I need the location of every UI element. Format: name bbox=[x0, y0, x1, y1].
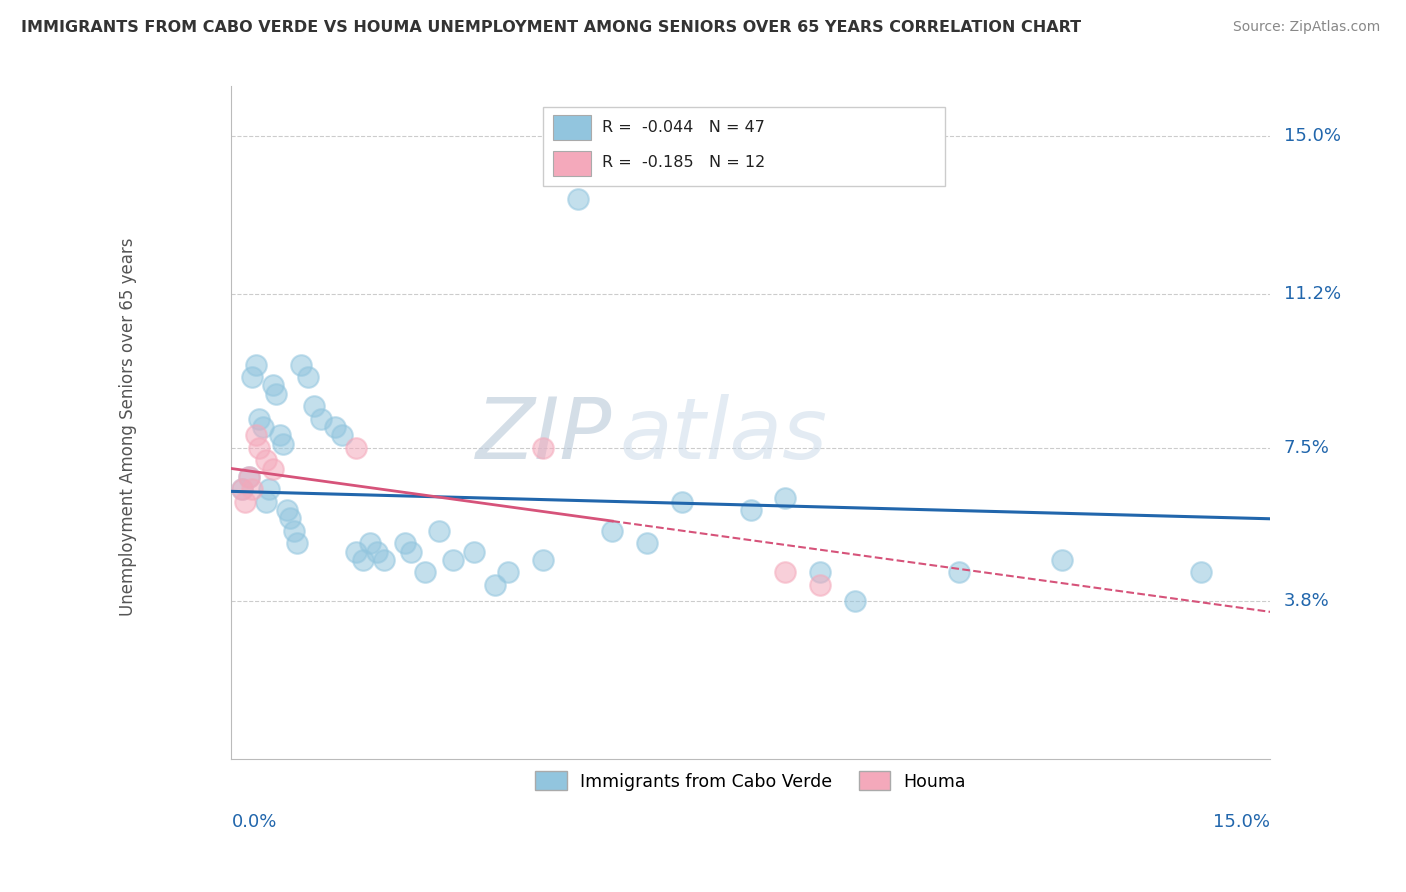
Point bbox=[413, 566, 436, 580]
Point bbox=[259, 483, 281, 497]
Text: 11.2%: 11.2% bbox=[1284, 285, 1341, 303]
Point bbox=[636, 536, 658, 550]
Point bbox=[775, 491, 797, 505]
Point bbox=[254, 453, 277, 467]
Point bbox=[290, 358, 312, 372]
Point bbox=[484, 578, 506, 592]
Point bbox=[844, 594, 866, 608]
Point bbox=[1189, 566, 1212, 580]
Text: R =  -0.185   N = 12: R = -0.185 N = 12 bbox=[602, 155, 765, 169]
Legend: Immigrants from Cabo Verde, Houma: Immigrants from Cabo Verde, Houma bbox=[529, 764, 973, 797]
Point bbox=[285, 536, 308, 550]
Point bbox=[240, 370, 263, 384]
Point bbox=[297, 370, 319, 384]
Point bbox=[273, 436, 295, 450]
FancyBboxPatch shape bbox=[543, 107, 945, 186]
Text: 0.0%: 0.0% bbox=[232, 814, 277, 831]
Point bbox=[359, 536, 381, 550]
Point bbox=[808, 566, 831, 580]
Point bbox=[254, 494, 277, 508]
Point bbox=[233, 494, 256, 508]
Point bbox=[247, 441, 270, 455]
Text: Source: ZipAtlas.com: Source: ZipAtlas.com bbox=[1233, 20, 1381, 34]
Point bbox=[366, 544, 388, 558]
Point bbox=[245, 428, 267, 442]
Point bbox=[740, 503, 762, 517]
Text: Unemployment Among Seniors over 65 years: Unemployment Among Seniors over 65 years bbox=[118, 238, 136, 616]
Point bbox=[401, 544, 423, 558]
Text: 3.8%: 3.8% bbox=[1284, 592, 1330, 610]
Point bbox=[240, 483, 263, 497]
Point bbox=[498, 566, 520, 580]
Text: ZIP: ZIP bbox=[477, 393, 612, 477]
Point bbox=[262, 378, 284, 392]
Point bbox=[278, 511, 301, 525]
Point bbox=[394, 536, 416, 550]
Point bbox=[808, 578, 831, 592]
Point bbox=[352, 553, 374, 567]
Point bbox=[283, 524, 305, 538]
Point bbox=[231, 483, 253, 497]
Point bbox=[427, 524, 450, 538]
Point bbox=[373, 553, 395, 567]
Text: atlas: atlas bbox=[619, 393, 827, 477]
Text: R =  -0.044   N = 47: R = -0.044 N = 47 bbox=[602, 120, 765, 135]
Text: IMMIGRANTS FROM CABO VERDE VS HOUMA UNEMPLOYMENT AMONG SENIORS OVER 65 YEARS COR: IMMIGRANTS FROM CABO VERDE VS HOUMA UNEM… bbox=[21, 20, 1081, 35]
Point bbox=[276, 503, 298, 517]
Point bbox=[330, 428, 353, 442]
Point bbox=[671, 494, 693, 508]
Point bbox=[247, 411, 270, 425]
Point bbox=[245, 358, 267, 372]
Point bbox=[531, 441, 554, 455]
Point bbox=[531, 553, 554, 567]
Text: 15.0%: 15.0% bbox=[1284, 128, 1341, 145]
Point bbox=[262, 461, 284, 475]
Point bbox=[463, 544, 485, 558]
Point bbox=[311, 411, 333, 425]
Point bbox=[238, 470, 260, 484]
Point bbox=[238, 470, 260, 484]
Point bbox=[231, 483, 253, 497]
Text: 15.0%: 15.0% bbox=[1213, 814, 1270, 831]
Point bbox=[323, 420, 346, 434]
Point bbox=[266, 386, 288, 401]
Point bbox=[948, 566, 970, 580]
Point bbox=[1052, 553, 1074, 567]
Point bbox=[252, 420, 274, 434]
Point bbox=[567, 192, 589, 206]
Point bbox=[600, 524, 623, 538]
Point bbox=[775, 566, 797, 580]
FancyBboxPatch shape bbox=[554, 151, 592, 176]
Point bbox=[344, 441, 367, 455]
Point bbox=[304, 399, 326, 413]
Point bbox=[269, 428, 291, 442]
Text: 7.5%: 7.5% bbox=[1284, 439, 1330, 457]
Point bbox=[441, 553, 464, 567]
Point bbox=[344, 544, 367, 558]
FancyBboxPatch shape bbox=[554, 115, 592, 140]
